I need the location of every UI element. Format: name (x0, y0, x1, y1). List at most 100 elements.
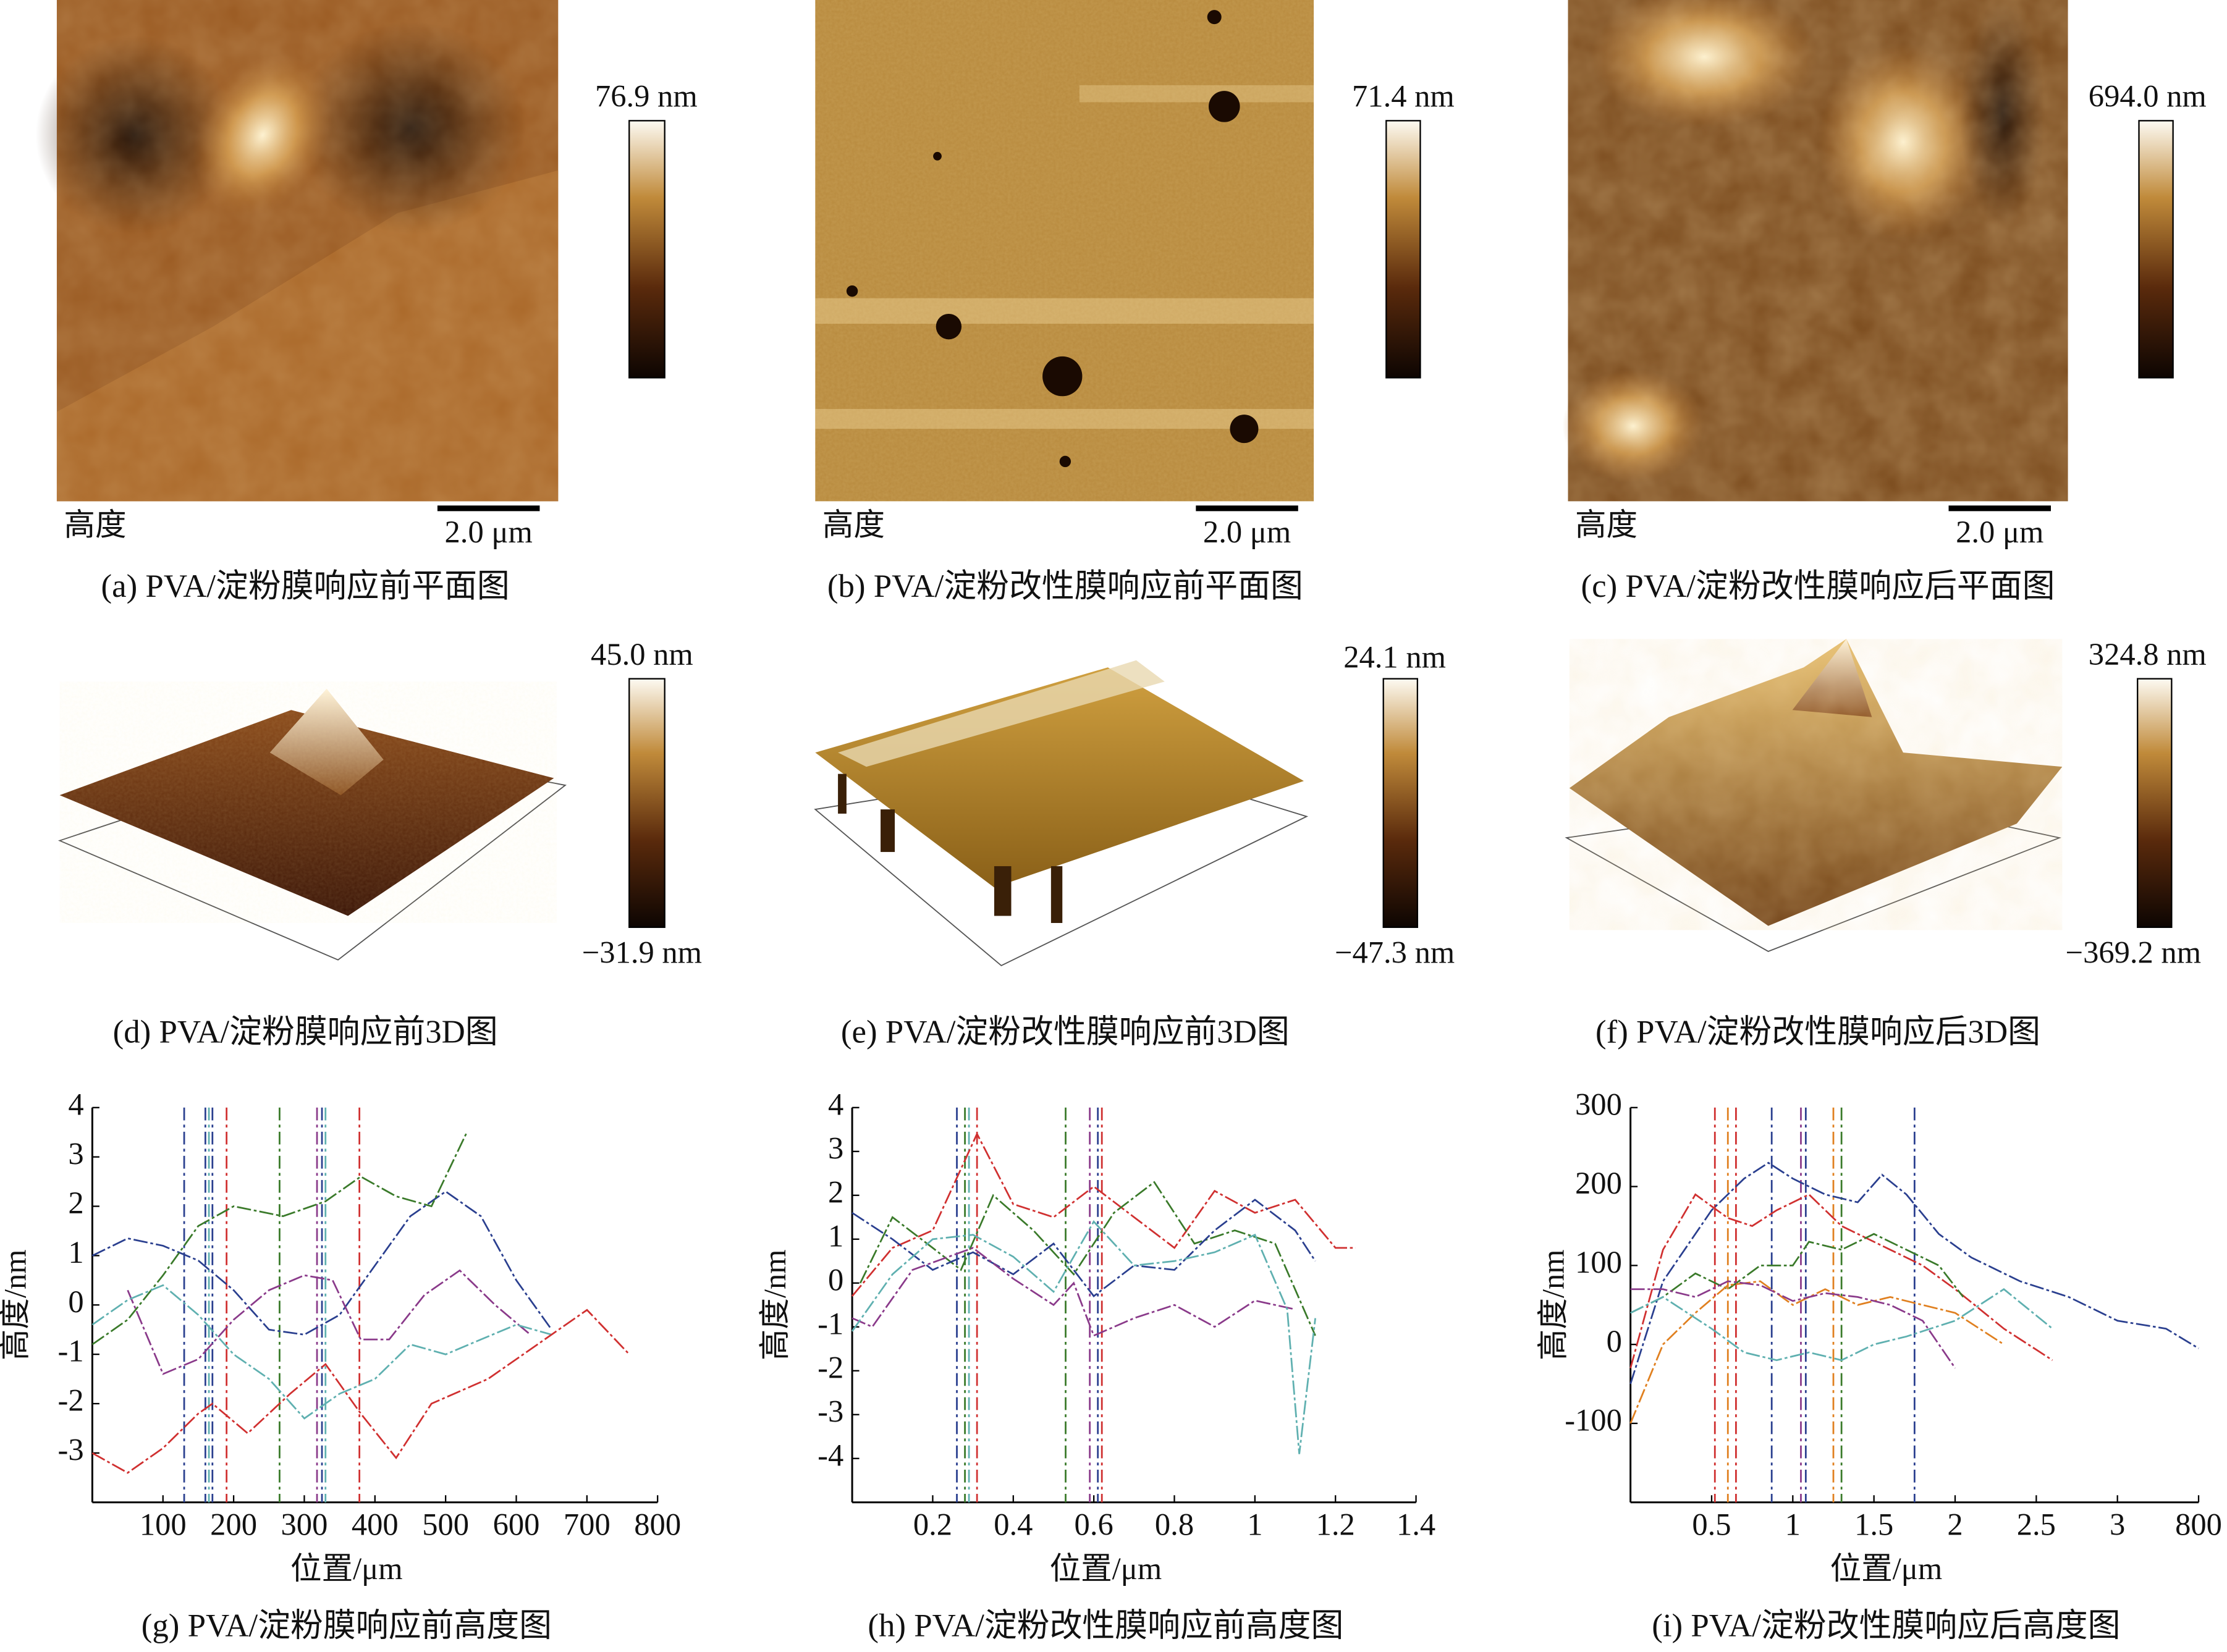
series-line (1629, 1280, 2005, 1424)
y-tick-label: 2 (828, 1174, 843, 1209)
y-tick-label: -4 (818, 1438, 843, 1472)
x-tick-label: 2.5 (2017, 1507, 2056, 1542)
colorbar-min: −47.3 nm (1335, 935, 1455, 969)
y-tick-label: -3 (818, 1394, 843, 1428)
x-tick-label: 1 (1247, 1507, 1262, 1542)
afm-image-b (815, 0, 1314, 502)
series-line (852, 1132, 1356, 1297)
x-tick-label: 500 (422, 1507, 469, 1542)
x-axis-label: 位置/μm (1050, 1551, 1162, 1586)
x-tick-label: 600 (493, 1507, 540, 1542)
x-tick-label: 400 (352, 1507, 399, 1542)
colorbar (628, 120, 666, 379)
y-tick-label: 100 (1575, 1245, 1622, 1279)
caption: (h) PVA/淀粉改性膜响应前高度图 (868, 1608, 1343, 1643)
y-tick-label: -2 (818, 1350, 843, 1384)
y-tick-label: 300 (1575, 1087, 1622, 1121)
y-tick-label: 4 (68, 1087, 83, 1121)
colorbar-max: 324.8 nm (2089, 637, 2207, 672)
scale-label: 2.0 μm (1956, 515, 2043, 549)
x-tick-label: 100 (140, 1507, 187, 1542)
y-tick-label: 2 (68, 1186, 83, 1220)
x-tick-label: 800 (634, 1507, 681, 1542)
x-tick-label: 1.5 (1854, 1507, 1893, 1542)
scale-label: 2.0 μm (445, 515, 533, 549)
colorbar-max: 24.1 nm (1343, 639, 1446, 674)
y-tick-label: 4 (828, 1087, 843, 1121)
caption: (f) PVA/淀粉改性膜响应后3D图 (1595, 1014, 2040, 1050)
x-tick-label: 0.6 (1075, 1507, 1114, 1542)
series-line (859, 1181, 1316, 1336)
x-tick-label: 300 (281, 1507, 328, 1542)
colorbar-min: −31.9 nm (582, 935, 702, 969)
y-tick-label: 0 (1607, 1324, 1622, 1359)
y-tick-label: -1 (818, 1306, 843, 1341)
x-tick-label: 800 (2175, 1507, 2222, 1542)
x-tick-label: 0.8 (1155, 1507, 1194, 1542)
series-line (1629, 1193, 2053, 1368)
x-tick-label: 200 (210, 1507, 257, 1542)
y-tick-label: 200 (1575, 1166, 1622, 1200)
colorbar (628, 678, 666, 929)
caption: (e) PVA/淀粉改性膜响应前3D图 (841, 1014, 1290, 1050)
series-line (91, 1190, 552, 1336)
series-line (851, 1220, 1316, 1454)
x-tick-label: 3 (2110, 1507, 2125, 1542)
surface-3d-e (814, 660, 1309, 967)
channel-label: 高度 (822, 508, 885, 542)
afm-image-c (1562, 0, 2068, 502)
x-tick-label: 700 (564, 1507, 611, 1542)
caption: (g) PVA/淀粉膜响应前高度图 (142, 1608, 552, 1643)
caption: (a) PVA/淀粉膜响应前平面图 (101, 568, 510, 604)
x-tick-label: 0.2 (913, 1507, 952, 1542)
y-tick-label: -100 (1565, 1403, 1622, 1438)
colorbar (1382, 678, 1419, 929)
y-tick-label: 1 (828, 1218, 843, 1253)
caption: (d) PVA/淀粉膜响应前3D图 (113, 1014, 498, 1050)
y-axis-label: 高度/nm (1536, 1249, 1571, 1360)
x-tick-label: 1 (1785, 1507, 1801, 1542)
caption: (c) PVA/淀粉改性膜响应后平面图 (1581, 568, 2055, 604)
y-tick-label: -1 (58, 1334, 84, 1368)
y-axis-label: 高度/nm (0, 1249, 32, 1360)
channel-label: 高度 (1575, 508, 1638, 542)
colorbar-max: 76.9 nm (595, 79, 698, 114)
colorbar-min: −369.2 nm (2066, 935, 2201, 969)
x-axis-label: 位置/μm (290, 1551, 403, 1586)
series-line (852, 1199, 1316, 1297)
series-line (1630, 1233, 1964, 1314)
series-line (1629, 1161, 2199, 1384)
x-tick-label: 2 (1947, 1507, 1963, 1542)
y-tick-label: 3 (68, 1136, 83, 1171)
x-tick-label: 1.2 (1316, 1507, 1355, 1542)
x-tick-label: 1.4 (1397, 1507, 1435, 1542)
colorbars (628, 120, 2174, 929)
colorbar-max: 694.0 nm (2089, 79, 2207, 114)
colorbar-max: 71.4 nm (1352, 79, 1455, 114)
series-line (852, 1247, 1296, 1337)
series-line (1630, 1280, 1956, 1369)
colorbar (1385, 120, 1421, 379)
caption: (i) PVA/淀粉改性膜响应后高度图 (1652, 1608, 2120, 1643)
y-tick-label: -2 (58, 1383, 84, 1418)
scale-label: 2.0 μm (1203, 515, 1291, 549)
series-line (127, 1269, 531, 1375)
y-tick-label: 3 (828, 1131, 843, 1165)
colorbar (2137, 678, 2173, 929)
y-tick-label: 1 (68, 1235, 83, 1270)
colorbar (2138, 120, 2174, 379)
x-axis-label: 位置/μm (1830, 1551, 1943, 1586)
afm-image-a (35, 0, 559, 502)
x-tick-label: 0.4 (994, 1507, 1033, 1542)
y-tick-label: -3 (58, 1432, 84, 1467)
x-tick-label: 0.5 (1692, 1507, 1731, 1542)
surface-3d-f (1565, 639, 2063, 952)
surface-3d-d (57, 681, 567, 961)
y-tick-label: 0 (828, 1262, 843, 1297)
y-tick-label: 0 (68, 1284, 83, 1319)
channel-label: 高度 (64, 508, 126, 542)
caption: (b) PVA/淀粉改性膜响应前平面图 (827, 568, 1303, 604)
series-line (91, 1284, 552, 1420)
